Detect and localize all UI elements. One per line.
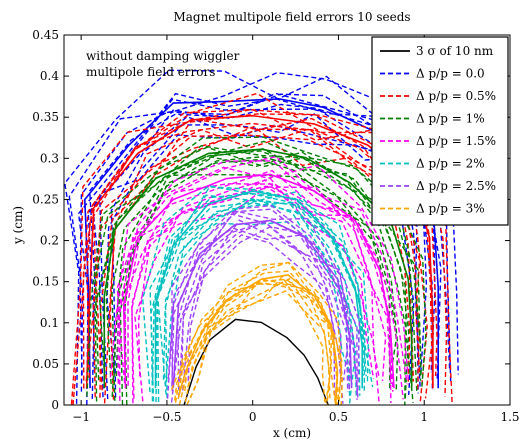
series-envelope-line	[85, 114, 434, 389]
axes-frame	[63, 34, 511, 406]
series-envelope-line	[177, 274, 339, 405]
seed-line	[117, 160, 404, 400]
seed-line	[141, 185, 370, 393]
seed-line	[166, 208, 361, 399]
y-tick-label: 0	[51, 398, 59, 412]
seed-line	[95, 117, 421, 391]
seed-line	[178, 270, 338, 405]
legend-label: Δ p/p = 3%	[416, 202, 485, 216]
legend-label: Δ p/p = 1.5%	[416, 134, 496, 148]
seed-line	[162, 201, 357, 405]
seed-line	[189, 275, 326, 405]
y-tick-label: 0.3	[40, 151, 59, 165]
chart-annotation: without damping wiggler multipole field e…	[86, 49, 240, 79]
seed-line	[164, 197, 351, 400]
seed-line	[184, 277, 332, 405]
x-tick-label: 1	[420, 410, 428, 424]
seed-line	[131, 179, 380, 404]
series-line	[183, 318, 329, 405]
seed-line	[171, 210, 358, 394]
legend-box	[371, 36, 509, 226]
seed-line	[131, 185, 387, 399]
legend-label: Δ p/p = 1%	[416, 112, 485, 126]
x-tick-label: 0.5	[329, 410, 348, 424]
seed-line	[116, 155, 408, 384]
seed-line	[178, 219, 349, 393]
seed-line	[105, 146, 414, 403]
seed-line	[99, 118, 420, 398]
seed-line	[72, 108, 448, 405]
legend-label: Δ p/p = 0.0	[416, 67, 485, 81]
annotation-line: without damping wiggler	[86, 49, 240, 63]
seed-line	[109, 164, 410, 383]
y-tick-label: 0.45	[32, 28, 59, 42]
series-envelope-line	[103, 148, 413, 389]
seed-line	[70, 113, 453, 405]
legend-label: Δ p/p = 2.5%	[416, 179, 496, 193]
seed-line	[187, 278, 331, 399]
chart-title: Magnet multipole field errors 10 seeds	[173, 10, 410, 24]
legend: 3 σ of 10 nm Δ p/p = 0.0 Δ p/p = 0.5% Δ p/p…	[371, 36, 509, 226]
seed-line	[85, 122, 434, 399]
seed-line	[109, 125, 411, 400]
seed-line	[174, 261, 344, 405]
seed-line	[127, 186, 392, 386]
y-axis-label: y (cm)	[11, 206, 25, 245]
x-tick-label: −0.5	[152, 410, 181, 424]
series-envelope-line	[122, 173, 395, 389]
y-tick-label: 0.05	[32, 357, 59, 371]
series-envelope-line	[172, 219, 353, 389]
series-7	[170, 261, 344, 405]
series-0	[183, 318, 329, 405]
seed-line	[106, 113, 419, 394]
x-tick-label: 1.5	[500, 410, 519, 424]
seed-line	[124, 183, 394, 392]
seed-line	[174, 279, 343, 405]
legend-label: Δ p/p = 2%	[416, 157, 485, 171]
series-4	[109, 155, 410, 405]
y-axis: 0 0.05 0.1 0.15 0.2 0.25 0.3 0.35 0.4 0.45	[32, 28, 510, 412]
seed-line	[110, 115, 415, 398]
seed-line	[86, 108, 434, 390]
x-tick-label: −1	[72, 410, 90, 424]
x-axis-label: x (cm)	[273, 426, 311, 440]
seed-line	[134, 177, 380, 405]
seed-line	[170, 213, 351, 403]
seed-line	[86, 136, 427, 397]
seed-line	[123, 158, 391, 405]
y-tick-label: 0.15	[32, 275, 59, 289]
seed-line	[187, 234, 336, 397]
annotation-line: multipole field errors	[86, 65, 215, 79]
y-tick-label: 0.25	[32, 192, 59, 206]
y-tick-label: 0.35	[32, 110, 59, 124]
seed-line	[92, 103, 428, 398]
y-tick-label: 0.4	[40, 69, 59, 83]
legend-label: Δ p/p = 0.5%	[416, 89, 496, 103]
y-tick-label: 0.2	[40, 234, 59, 248]
seed-line	[164, 221, 351, 386]
seed-line	[79, 92, 451, 376]
legend-label: 3 σ of 10 nm	[416, 44, 494, 58]
seed-line	[82, 92, 438, 389]
x-tick-label: 0	[249, 410, 257, 424]
y-tick-label: 0.1	[40, 316, 59, 330]
seed-line	[170, 261, 343, 405]
seed-line	[94, 144, 422, 381]
series-envelope-line	[154, 190, 364, 389]
series-6	[166, 204, 361, 404]
